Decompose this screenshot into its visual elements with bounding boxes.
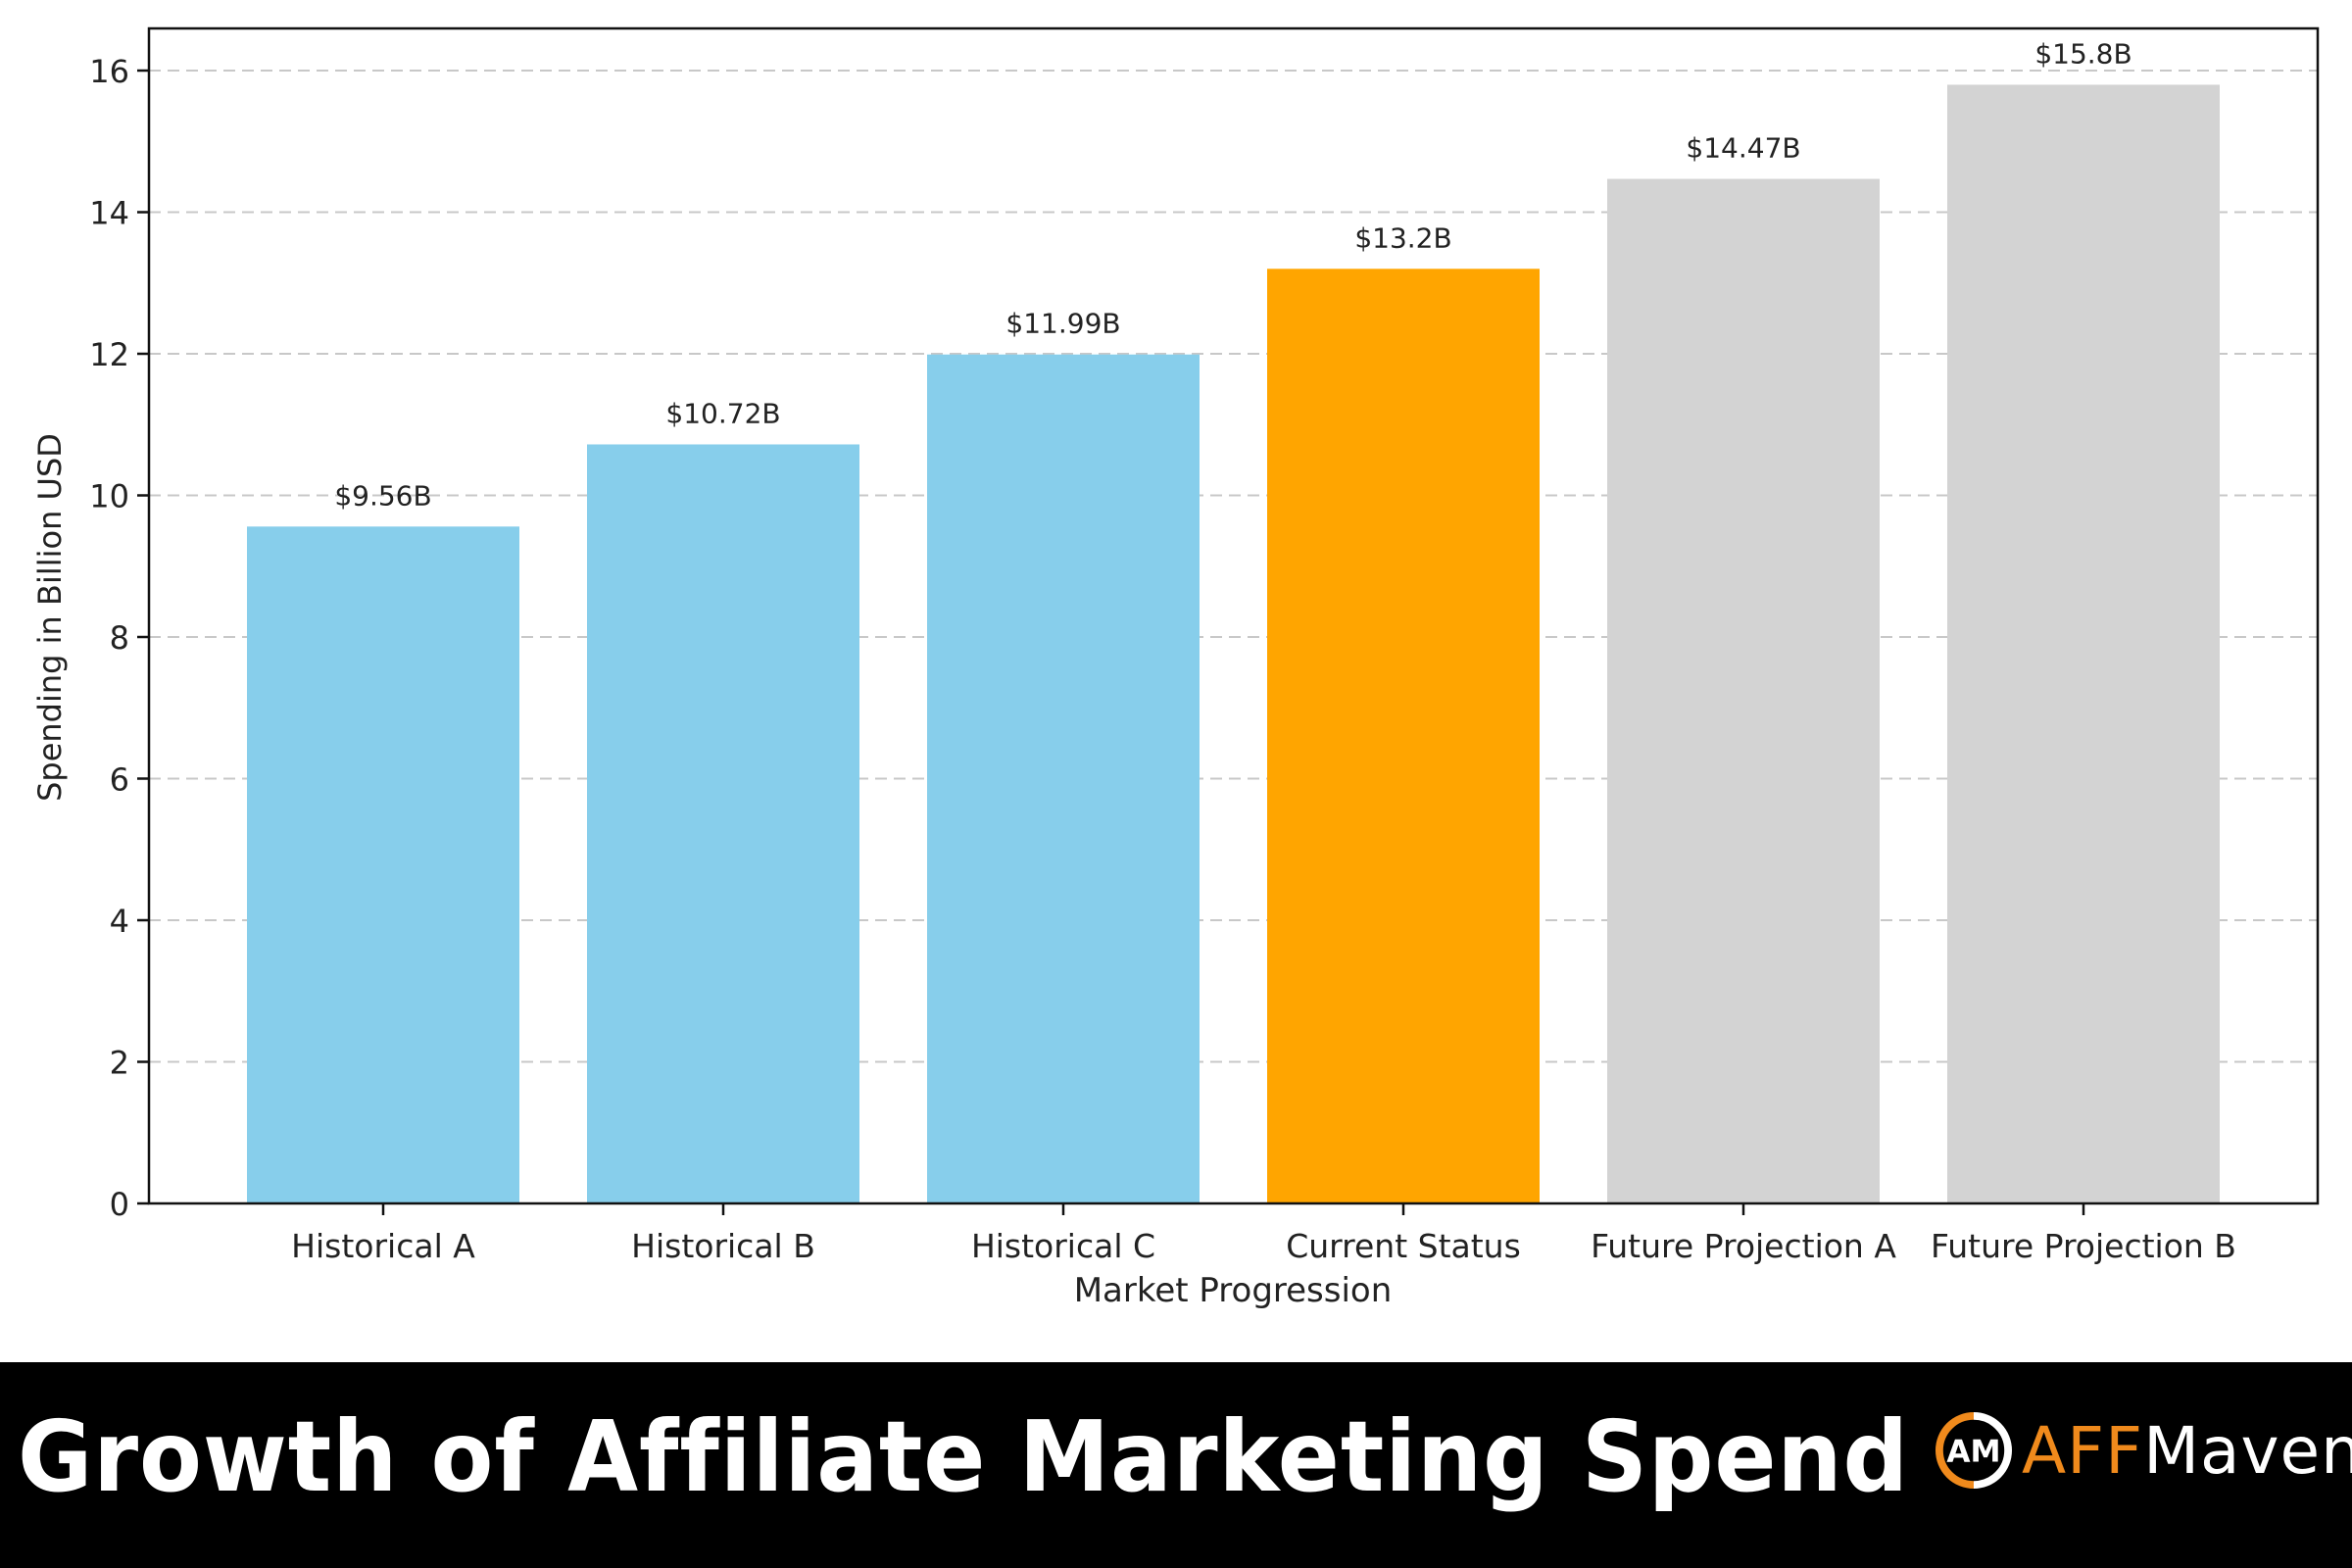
y-tick-label: 16 (89, 53, 129, 90)
brand-logo: AM AFF Maven (1936, 1411, 2352, 1490)
infographic-title: Growth of Affiliate Marketing Spend (18, 1399, 1910, 1514)
axes: 0 2 4 6 8 10 12 14 16 Historical A Historical B His… (89, 26, 2320, 1265)
bar-chart: $9.56B$10.72B$11.99B$13.2B$14.47B$15.8B … (31, 26, 2320, 1310)
bar-value-label: $14.47B (1686, 132, 1800, 165)
y-tick-label: 0 (110, 1186, 129, 1223)
bar-value-label: $13.2B (1354, 221, 1451, 254)
brand-name-aff: AFF (2022, 1412, 2144, 1489)
bar-value-label: $15.8B (2034, 37, 2132, 70)
x-tick-label: Historical B (631, 1227, 815, 1265)
bar (1947, 84, 2220, 1204)
y-tick-label: 14 (89, 195, 129, 232)
plot-frame (147, 26, 2320, 1205)
y-axis-label: Spending in Billion USD (31, 433, 69, 802)
y-tick-label: 8 (110, 619, 129, 657)
bar-value-label: $9.56B (334, 479, 431, 512)
bar (247, 526, 519, 1203)
bar (1607, 178, 1880, 1204)
bar (1267, 269, 1540, 1203)
bar (927, 354, 1200, 1203)
y-tick-label: 12 (89, 336, 129, 373)
y-tick-label: 2 (110, 1045, 129, 1082)
y-tick-label: 6 (110, 761, 129, 799)
x-tick-label: Current Status (1286, 1227, 1521, 1265)
am-logo-icon: AM (1936, 1412, 2012, 1489)
x-axis-label: Market Progression (1074, 1271, 1393, 1310)
x-tick-label: Future Projection A (1591, 1227, 1896, 1265)
x-tick-label: Future Projection B (1931, 1227, 2236, 1265)
value-labels: $9.56B $10.72B $11.99B $13.2B $14.47B $15.8B (334, 37, 2132, 512)
y-tick-label: 10 (89, 478, 129, 515)
bar (587, 444, 859, 1204)
bars (247, 84, 2220, 1204)
brand-name-maven: Maven (2143, 1412, 2352, 1489)
svg-text:AM: AM (1946, 1435, 2000, 1470)
bar-value-label: $11.99B (1005, 308, 1120, 340)
x-tick-label: Historical A (291, 1227, 475, 1265)
bar-value-label: $10.72B (665, 397, 780, 429)
y-tick-label: 4 (110, 903, 129, 940)
x-tick-label: Historical C (971, 1227, 1155, 1265)
footer-banner: Growth of Affiliate Marketing Spend AM A… (0, 1362, 2352, 1568)
